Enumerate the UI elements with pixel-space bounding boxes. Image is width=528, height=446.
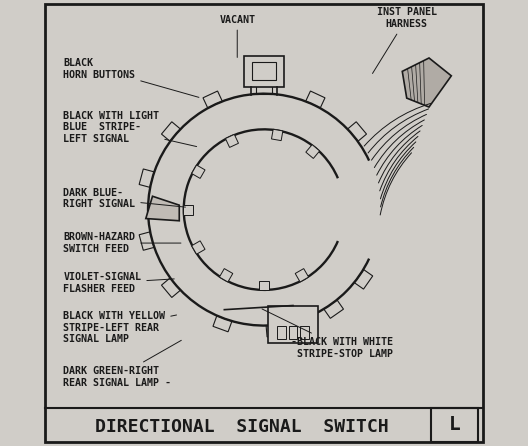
Polygon shape — [183, 205, 193, 215]
Text: -BLACK WITH WHITE
 STRIPE-STOP LAMP: -BLACK WITH WHITE STRIPE-STOP LAMP — [262, 309, 393, 359]
Polygon shape — [192, 165, 205, 178]
Polygon shape — [220, 268, 233, 282]
Text: DARK BLUE-
RIGHT SIGNAL: DARK BLUE- RIGHT SIGNAL — [63, 188, 185, 209]
Polygon shape — [146, 196, 180, 221]
Text: INST PANEL
HARNESS: INST PANEL HARNESS — [372, 8, 437, 74]
Polygon shape — [225, 134, 239, 148]
Text: DIRECTIONAL  SIGNAL  SWITCH: DIRECTIONAL SIGNAL SWITCH — [95, 418, 389, 436]
Polygon shape — [192, 241, 205, 254]
Text: BLACK
HORN BUTTONS: BLACK HORN BUTTONS — [63, 58, 199, 97]
Text: BLACK WITH YELLOW
STRIPE-LEFT REAR
SIGNAL LAMP: BLACK WITH YELLOW STRIPE-LEFT REAR SIGNA… — [63, 311, 176, 344]
Text: VACANT: VACANT — [219, 15, 255, 58]
Polygon shape — [271, 129, 283, 140]
Polygon shape — [295, 268, 308, 282]
Polygon shape — [402, 58, 451, 107]
FancyBboxPatch shape — [244, 56, 284, 87]
Text: BROWN-HAZARD
SWITCH FEED: BROWN-HAZARD SWITCH FEED — [63, 232, 181, 254]
Polygon shape — [306, 145, 319, 158]
Text: BLACK WITH LIGHT
BLUE  STRIPE-
LEFT SIGNAL: BLACK WITH LIGHT BLUE STRIPE- LEFT SIGNA… — [63, 111, 196, 147]
Polygon shape — [259, 281, 269, 290]
Text: DARK GREEN-RIGHT
REAR SIGNAL LAMP -: DARK GREEN-RIGHT REAR SIGNAL LAMP - — [63, 340, 181, 388]
FancyBboxPatch shape — [431, 408, 478, 442]
Text: VIOLET-SIGNAL
FLASHER FEED: VIOLET-SIGNAL FLASHER FEED — [63, 273, 174, 294]
FancyBboxPatch shape — [268, 306, 317, 343]
Text: L: L — [449, 415, 461, 434]
